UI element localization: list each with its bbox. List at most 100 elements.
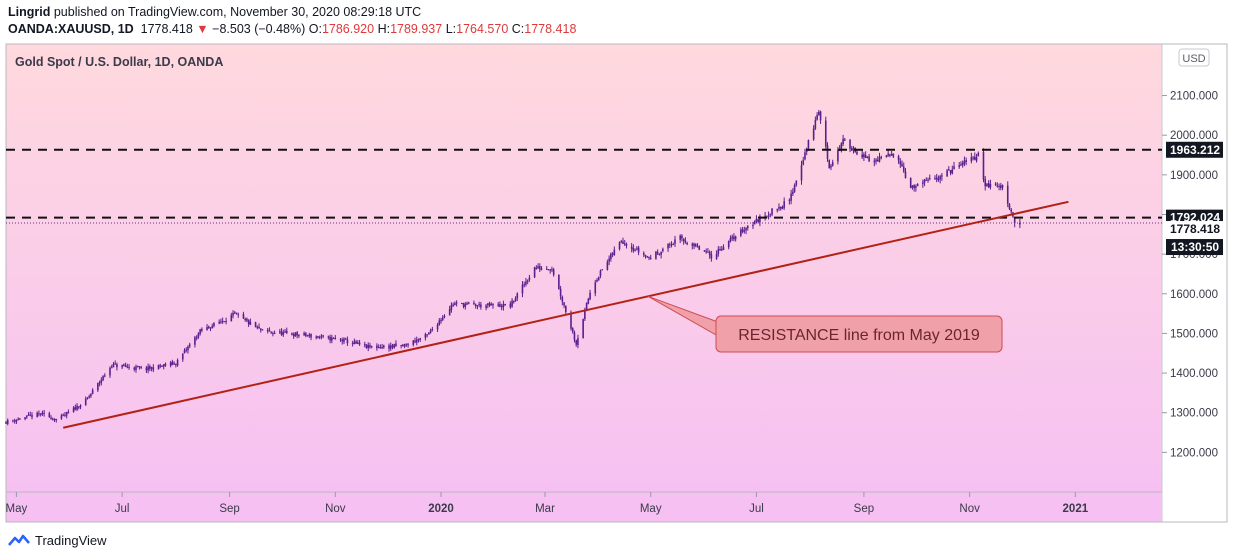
candle-body [414,340,416,343]
candle-body [393,344,396,348]
candle-body [1019,222,1021,225]
price-change: −8.503 (−0.48%) [212,22,306,36]
candle-body [110,367,113,369]
plot-background [6,44,1162,492]
candle-body [970,157,973,162]
candle-body [875,159,877,162]
candle-body [545,268,548,270]
candle-body [850,148,853,151]
candle-body [746,226,749,228]
candle-body [261,329,264,331]
candle-body [790,193,792,201]
candle-body [594,282,597,294]
candle-body [369,345,371,348]
close-value: 1778.418 [524,22,577,36]
candle-body [734,236,737,240]
candle-body [570,312,572,329]
candle-body [296,332,298,336]
candle-body [209,327,212,329]
candle-body [480,304,482,308]
candle-body [965,160,967,162]
price-tick-label: 1200.000 [1170,447,1218,459]
candle-body [922,182,924,185]
resistance-trendline[interactable] [62,200,1069,429]
candle-body [597,276,600,281]
price-tick-label: 1900.000 [1170,170,1218,182]
candle-body [818,112,820,116]
candle-body [152,367,155,370]
candle-body [916,183,919,187]
candle-body [72,407,75,412]
candle-body [358,342,361,345]
candle-body [424,334,427,338]
candle-body [814,120,817,129]
candle-body [589,292,591,300]
candle-body [429,330,432,333]
candle-body [159,365,162,367]
candle-body [792,191,794,194]
candle-body [474,304,477,306]
chart-frame[interactable]: 1200.000 1300.000 1400.000 1500.000 1600.000… [0,40,1234,524]
candle-body [207,326,210,329]
candle-body [876,160,879,162]
candle-body [606,261,609,270]
candle-body [237,314,240,316]
candle-body [417,339,420,341]
price-chart[interactable]: 1200.000 1300.000 1400.000 1500.000 1600.000… [0,40,1234,524]
candle-body [504,304,506,306]
candle-body [230,315,233,322]
candle-body [710,254,713,259]
currency-button[interactable]: USD [1178,48,1210,67]
candle-body [781,206,784,209]
candle-body [885,155,888,158]
candle-body [561,296,564,302]
candle-body [90,393,92,397]
candle-body [103,375,106,377]
publish-info: Lingrid published on TradingView.com, No… [8,5,421,19]
candle-body [19,418,21,420]
candle-body [856,151,858,155]
candle-body [923,179,926,183]
support-resistance-levels [6,148,1162,219]
annotation-callout[interactable]: RESISTANCE line from May 2019 [647,295,1003,353]
candle-body [611,253,614,255]
candle-body [961,162,964,166]
last-price-value: 1778.418 [1170,222,1220,236]
low-label: L: [445,22,457,36]
candle-body [443,315,446,318]
candle-body [630,246,633,249]
candle-body [537,266,539,269]
candle-body [800,165,803,181]
candle-body [719,249,721,251]
candle-body [31,415,33,418]
candle-body [552,269,555,275]
currency-button-box [1178,48,1210,67]
candle-body [1006,185,1009,204]
tradingview-footer[interactable]: TradingView [8,530,107,550]
candle-body [473,302,475,304]
chart-title: Gold Spot / U.S. Dollar, 1D, OANDA [15,55,223,69]
time-tick-label: May [640,503,662,515]
candle-body [98,382,101,384]
candle-body [161,365,163,367]
candle-body [15,419,18,422]
candle-body [322,335,324,337]
candle-body [346,339,349,344]
callout-box [715,315,1003,353]
countdown-badge [1166,239,1223,256]
publish-text: published on TradingView.com, November 3… [53,5,422,19]
candle-body [109,367,111,376]
candle-body [880,156,883,158]
time-axis[interactable] [6,492,1162,522]
candle-body [357,342,359,344]
candle-body [745,227,747,231]
candle-body [221,320,224,322]
candle-body [660,251,662,255]
candle-body [703,250,706,252]
author-name[interactable]: Lingrid [8,5,51,19]
candle-body [389,345,392,349]
price-axis[interactable] [1161,43,1228,523]
candle-body [327,336,330,338]
candle-body [5,421,7,424]
candle-body [279,331,281,333]
